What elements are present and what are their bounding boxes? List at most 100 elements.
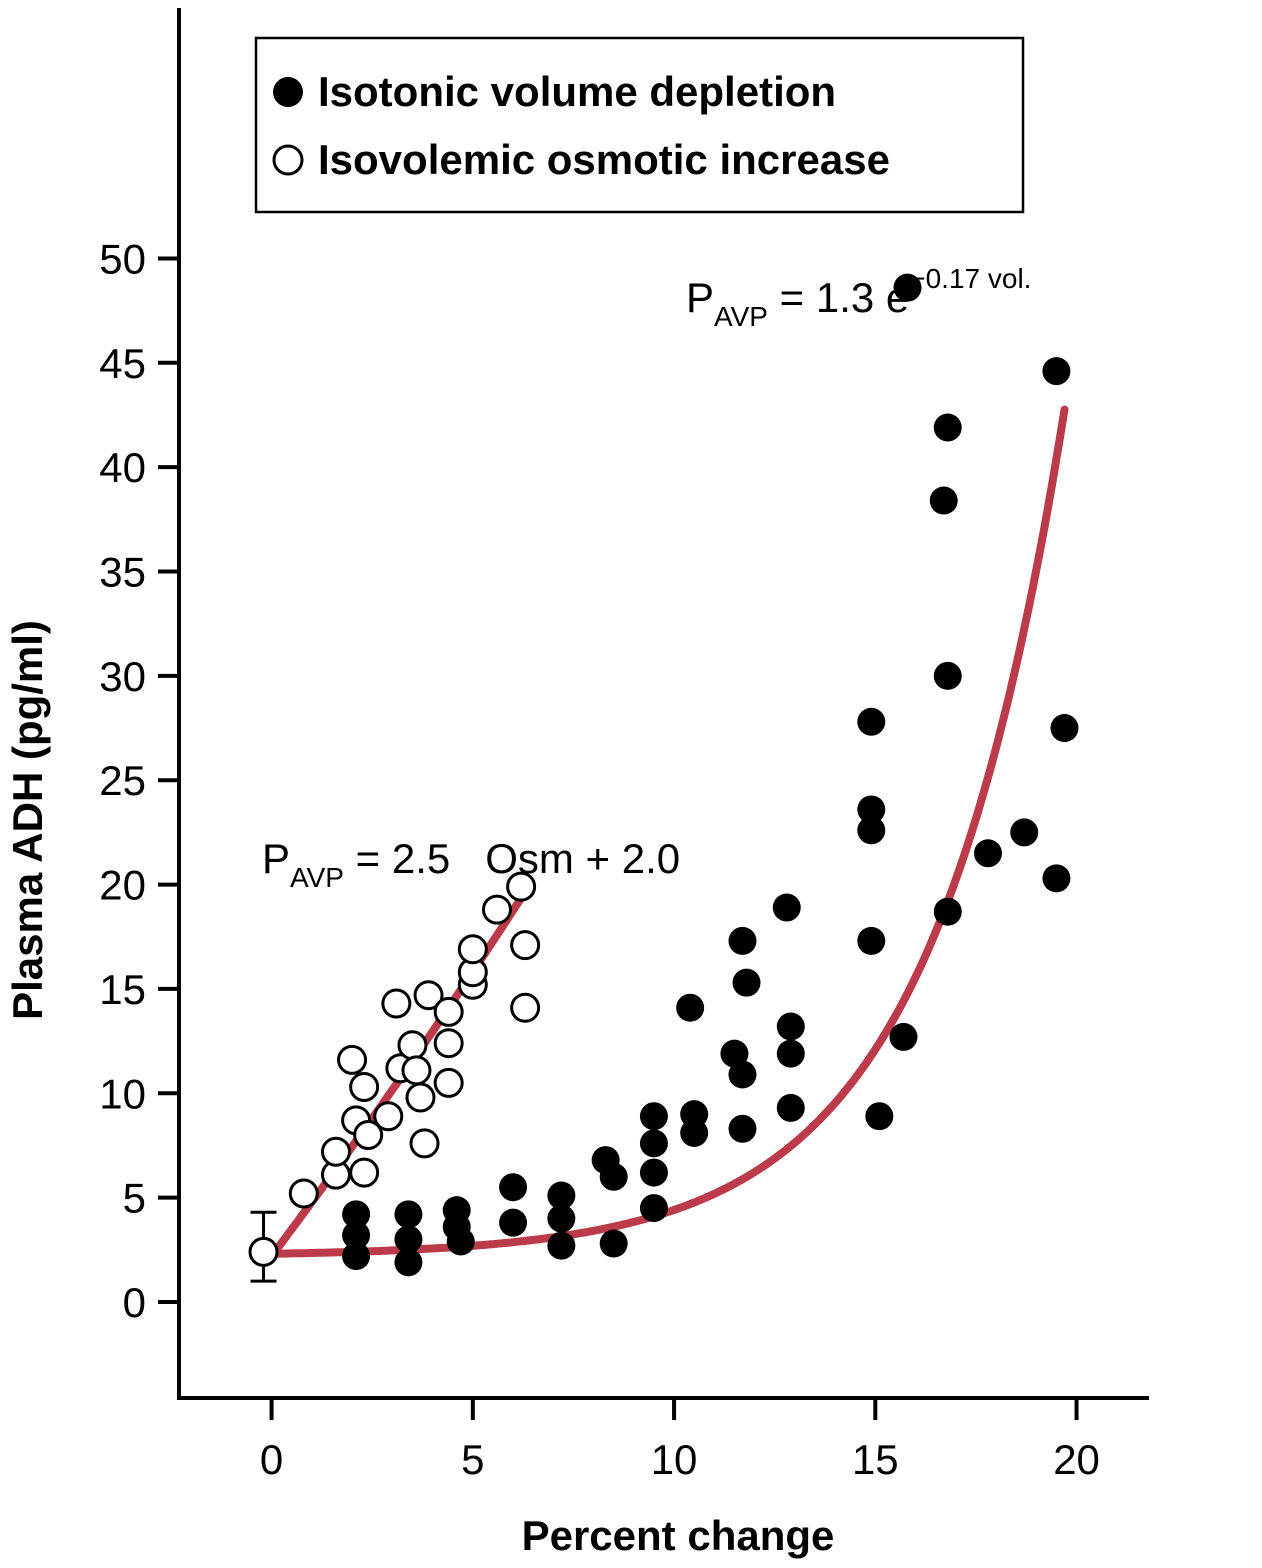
data-point-filled bbox=[639, 1129, 668, 1158]
x-tick-label: 10 bbox=[651, 1436, 698, 1483]
x-ticks: 0 5 10 15 20 bbox=[260, 1398, 1100, 1483]
y-ticks: 0 5 10 15 20 25 30 35 40 45 50 bbox=[99, 235, 179, 1326]
data-point-open bbox=[349, 1157, 380, 1188]
data-point-filled bbox=[857, 795, 886, 824]
data-point-open bbox=[510, 930, 541, 961]
data-point-filled bbox=[639, 1102, 668, 1131]
data-point-filled bbox=[394, 1225, 423, 1254]
formula-exp-sup: −0.17 vol. bbox=[909, 263, 1031, 294]
data-point-filled bbox=[547, 1204, 576, 1233]
formula-exp-sub: AVP bbox=[714, 301, 768, 332]
data-point-filled bbox=[889, 1022, 918, 1051]
legend-open-circle-icon bbox=[272, 144, 304, 176]
data-point-filled bbox=[342, 1221, 371, 1250]
data-point-open bbox=[510, 992, 541, 1023]
formula-lin-text: = 2.5 Osm + 2.0 bbox=[344, 835, 680, 882]
data-point-filled bbox=[499, 1208, 528, 1237]
data-point-filled bbox=[776, 1039, 805, 1068]
data-point-open bbox=[433, 1028, 464, 1059]
data-point-filled bbox=[547, 1231, 576, 1260]
y-tick-label: 40 bbox=[99, 444, 146, 491]
legend-label-depletion: Isotonic volume depletion bbox=[318, 68, 836, 115]
formula-exp-text: = 1.3 e bbox=[768, 274, 909, 321]
data-point-filled bbox=[1010, 818, 1039, 847]
data-point-filled bbox=[857, 816, 886, 845]
y-tick-label: 5 bbox=[123, 1175, 146, 1222]
data-point-filled bbox=[776, 1012, 805, 1041]
data-point-open bbox=[381, 988, 412, 1019]
data-point-open bbox=[288, 1178, 319, 1209]
data-point-open bbox=[320, 1136, 351, 1167]
data-point-open bbox=[433, 996, 464, 1027]
data-point-filled bbox=[394, 1248, 423, 1277]
data-point-filled bbox=[929, 486, 958, 515]
data-point-filled bbox=[772, 893, 801, 922]
y-tick-label: 15 bbox=[99, 966, 146, 1013]
formula-lin-sub: AVP bbox=[290, 862, 344, 893]
x-tick-label: 15 bbox=[852, 1436, 899, 1483]
x-tick-label: 20 bbox=[1053, 1436, 1100, 1483]
data-point-open bbox=[373, 1101, 404, 1132]
data-point-filled bbox=[639, 1158, 668, 1187]
y-tick-label: 30 bbox=[99, 653, 146, 700]
axes bbox=[177, 8, 1149, 1400]
data-point-filled bbox=[1050, 714, 1079, 743]
data-point-open bbox=[405, 1082, 436, 1113]
data-point-filled bbox=[933, 897, 962, 926]
data-point-filled bbox=[342, 1242, 371, 1271]
y-tick-label: 50 bbox=[99, 235, 146, 282]
data-point-filled bbox=[639, 1194, 668, 1223]
legend-box bbox=[254, 36, 1025, 214]
y-axis-title: Plasma ADH (pg/ml) bbox=[4, 620, 51, 1020]
data-point-open bbox=[401, 1055, 432, 1086]
data-point-filled bbox=[857, 926, 886, 955]
annotation-linear-formula: PAVP = 2.5 Osm + 2.0 bbox=[262, 835, 680, 893]
data-point-open bbox=[506, 871, 537, 902]
data-point-open bbox=[409, 1128, 440, 1159]
legend-filled-circle-icon bbox=[273, 77, 303, 107]
annotation-exponential-formula: PAVP = 1.3 e−0.17 vol. bbox=[686, 263, 1031, 332]
osmotic-increase-points bbox=[248, 871, 541, 1267]
data-point-filled bbox=[599, 1229, 628, 1258]
data-point-open bbox=[349, 1072, 380, 1103]
formula-exp-base: P bbox=[686, 274, 714, 321]
y-tick-label: 10 bbox=[99, 1070, 146, 1117]
x-tick-label: 5 bbox=[461, 1436, 484, 1483]
data-point-open bbox=[413, 980, 444, 1011]
data-point-filled bbox=[974, 839, 1003, 868]
data-point-filled bbox=[933, 661, 962, 690]
y-tick-label: 45 bbox=[99, 340, 146, 387]
data-point-filled bbox=[865, 1102, 894, 1131]
legend: Isotonic volume depletion Isovolemic osm… bbox=[254, 36, 1025, 214]
data-point-open bbox=[481, 894, 512, 925]
data-point-open bbox=[457, 934, 488, 965]
data-point-filled bbox=[728, 1060, 757, 1089]
data-point-filled bbox=[394, 1200, 423, 1229]
x-tick-label: 0 bbox=[260, 1436, 283, 1483]
data-point-open bbox=[433, 1067, 464, 1098]
formula-lin-base: P bbox=[262, 835, 290, 882]
data-point-filled bbox=[776, 1093, 805, 1122]
data-point-filled bbox=[1042, 357, 1071, 386]
data-point-open bbox=[353, 1120, 384, 1151]
y-tick-label: 35 bbox=[99, 549, 146, 596]
data-point-filled bbox=[547, 1181, 576, 1210]
data-point-open bbox=[248, 1236, 279, 1267]
data-point-filled bbox=[1042, 864, 1071, 893]
y-tick-label: 25 bbox=[99, 757, 146, 804]
data-point-filled bbox=[893, 273, 922, 302]
data-point-filled bbox=[732, 968, 761, 997]
data-point-filled bbox=[446, 1227, 475, 1256]
volume-depletion-points bbox=[342, 273, 1079, 1277]
data-point-filled bbox=[599, 1162, 628, 1191]
data-point-filled bbox=[728, 1114, 757, 1143]
data-point-filled bbox=[499, 1173, 528, 1202]
data-point-filled bbox=[342, 1200, 371, 1229]
data-point-filled bbox=[857, 707, 886, 736]
data-point-filled bbox=[728, 926, 757, 955]
data-point-filled bbox=[680, 1118, 709, 1147]
data-point-open bbox=[397, 1030, 428, 1061]
data-point-filled bbox=[676, 993, 705, 1022]
x-axis-title: Percent change bbox=[522, 1512, 835, 1559]
